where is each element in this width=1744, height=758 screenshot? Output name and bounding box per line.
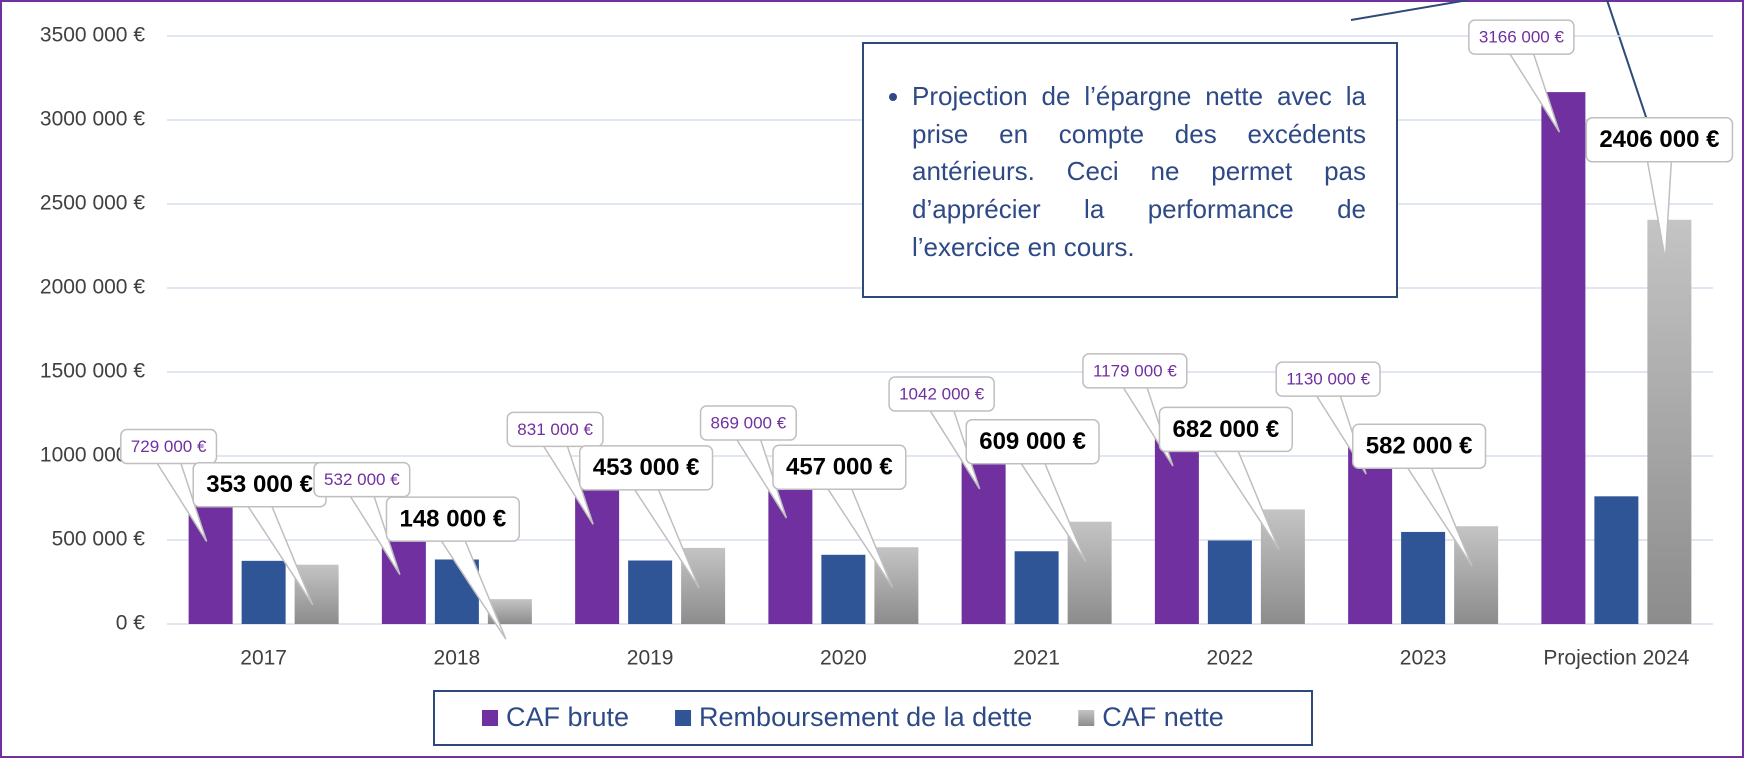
legend-box — [433, 690, 1313, 746]
x-tick-label: 2023 — [1400, 647, 1447, 670]
x-tick-label: 2019 — [627, 647, 674, 670]
data-label: 2406 000 € — [1599, 126, 1719, 153]
legend-label: CAF nette — [1102, 702, 1224, 732]
legend: CAF brute Remboursement de la dette CAF ne… — [482, 702, 1224, 732]
data-label: 3166 000 € — [1479, 28, 1565, 47]
y-tick-label: 2000 000 € — [40, 276, 145, 299]
data-label: 532 000 € — [324, 470, 400, 489]
label-box — [1351, 423, 1487, 469]
legend-swatch — [675, 710, 692, 726]
bar — [241, 560, 286, 624]
bar — [294, 564, 339, 624]
label-callout — [1019, 461, 1087, 563]
x-tick-label: 2022 — [1207, 647, 1254, 670]
x-tick-label: Projection 2024 — [1543, 647, 1689, 670]
bar — [1401, 531, 1446, 624]
bar — [1154, 425, 1199, 624]
label-box — [1082, 353, 1188, 389]
label-box — [385, 496, 521, 542]
legend-swatch — [1078, 710, 1095, 726]
y-tick-label: 1000 000 € — [40, 444, 145, 467]
bar — [961, 448, 1006, 624]
data-label: 609 000 € — [979, 428, 1086, 455]
y-tick-label: 2500 000 € — [40, 192, 145, 215]
data-label: 453 000 € — [593, 454, 700, 481]
y-tick-label: 0 € — [116, 612, 146, 635]
y-tick-label: 3500 000 € — [40, 24, 145, 47]
x-tick-label: 2017 — [240, 647, 287, 670]
y-tick-label: 1500 000 € — [40, 360, 145, 383]
x-tick-label: 2018 — [434, 647, 481, 670]
y-tick-label: 500 000 € — [52, 528, 146, 551]
bar — [1541, 92, 1586, 624]
label-box — [1585, 117, 1734, 163]
data-label: 682 000 € — [1172, 416, 1279, 443]
callout-line — [1350, 0, 1469, 21]
label-box — [313, 461, 411, 498]
bars — [188, 92, 1692, 625]
label-box — [1468, 19, 1575, 55]
bar — [1014, 551, 1059, 624]
label-box — [506, 411, 604, 448]
bar — [1594, 496, 1639, 624]
annotation: Projection de l’épargne nette avec la pr… — [912, 78, 1366, 266]
y-tick-label: 3000 000 € — [40, 108, 145, 131]
data-label: 1042 000 € — [899, 384, 985, 403]
data-label: 582 000 € — [1366, 433, 1473, 460]
label-box — [578, 445, 714, 491]
annotation-box: Projection de l’épargne nette avec la pr… — [862, 42, 1398, 298]
data-label: 831 000 € — [517, 420, 593, 439]
legend-label: Remboursement de la dette — [699, 702, 1032, 732]
label-box — [772, 444, 907, 490]
bar — [1207, 540, 1252, 624]
data-label: 869 000 € — [711, 413, 787, 432]
data-label: 729 000 € — [131, 437, 207, 456]
data-label: 1130 000 € — [1286, 370, 1370, 389]
data-label: 1179 000 € — [1093, 361, 1177, 380]
data-label: 148 000 € — [399, 505, 506, 532]
bar — [821, 554, 866, 624]
label-box — [1275, 361, 1381, 397]
label-box — [965, 418, 1100, 465]
label-box — [1158, 406, 1294, 453]
label-box — [888, 376, 995, 412]
legend-swatch — [482, 710, 498, 726]
x-tick-label: 2021 — [1013, 647, 1060, 670]
labels: 729 000 € 353 000 € 532 000 € 148 000 € 831 … — [120, 19, 1734, 640]
label-callout — [1212, 449, 1280, 550]
data-label: 353 000 € — [206, 471, 313, 498]
label-box — [699, 405, 797, 441]
bar — [1647, 219, 1692, 625]
label-box — [120, 428, 218, 465]
data-label: 457 000 € — [786, 454, 893, 481]
legend-label: CAF brute — [506, 702, 629, 732]
bar — [628, 560, 673, 624]
x-tick-label: 2020 — [820, 647, 867, 670]
